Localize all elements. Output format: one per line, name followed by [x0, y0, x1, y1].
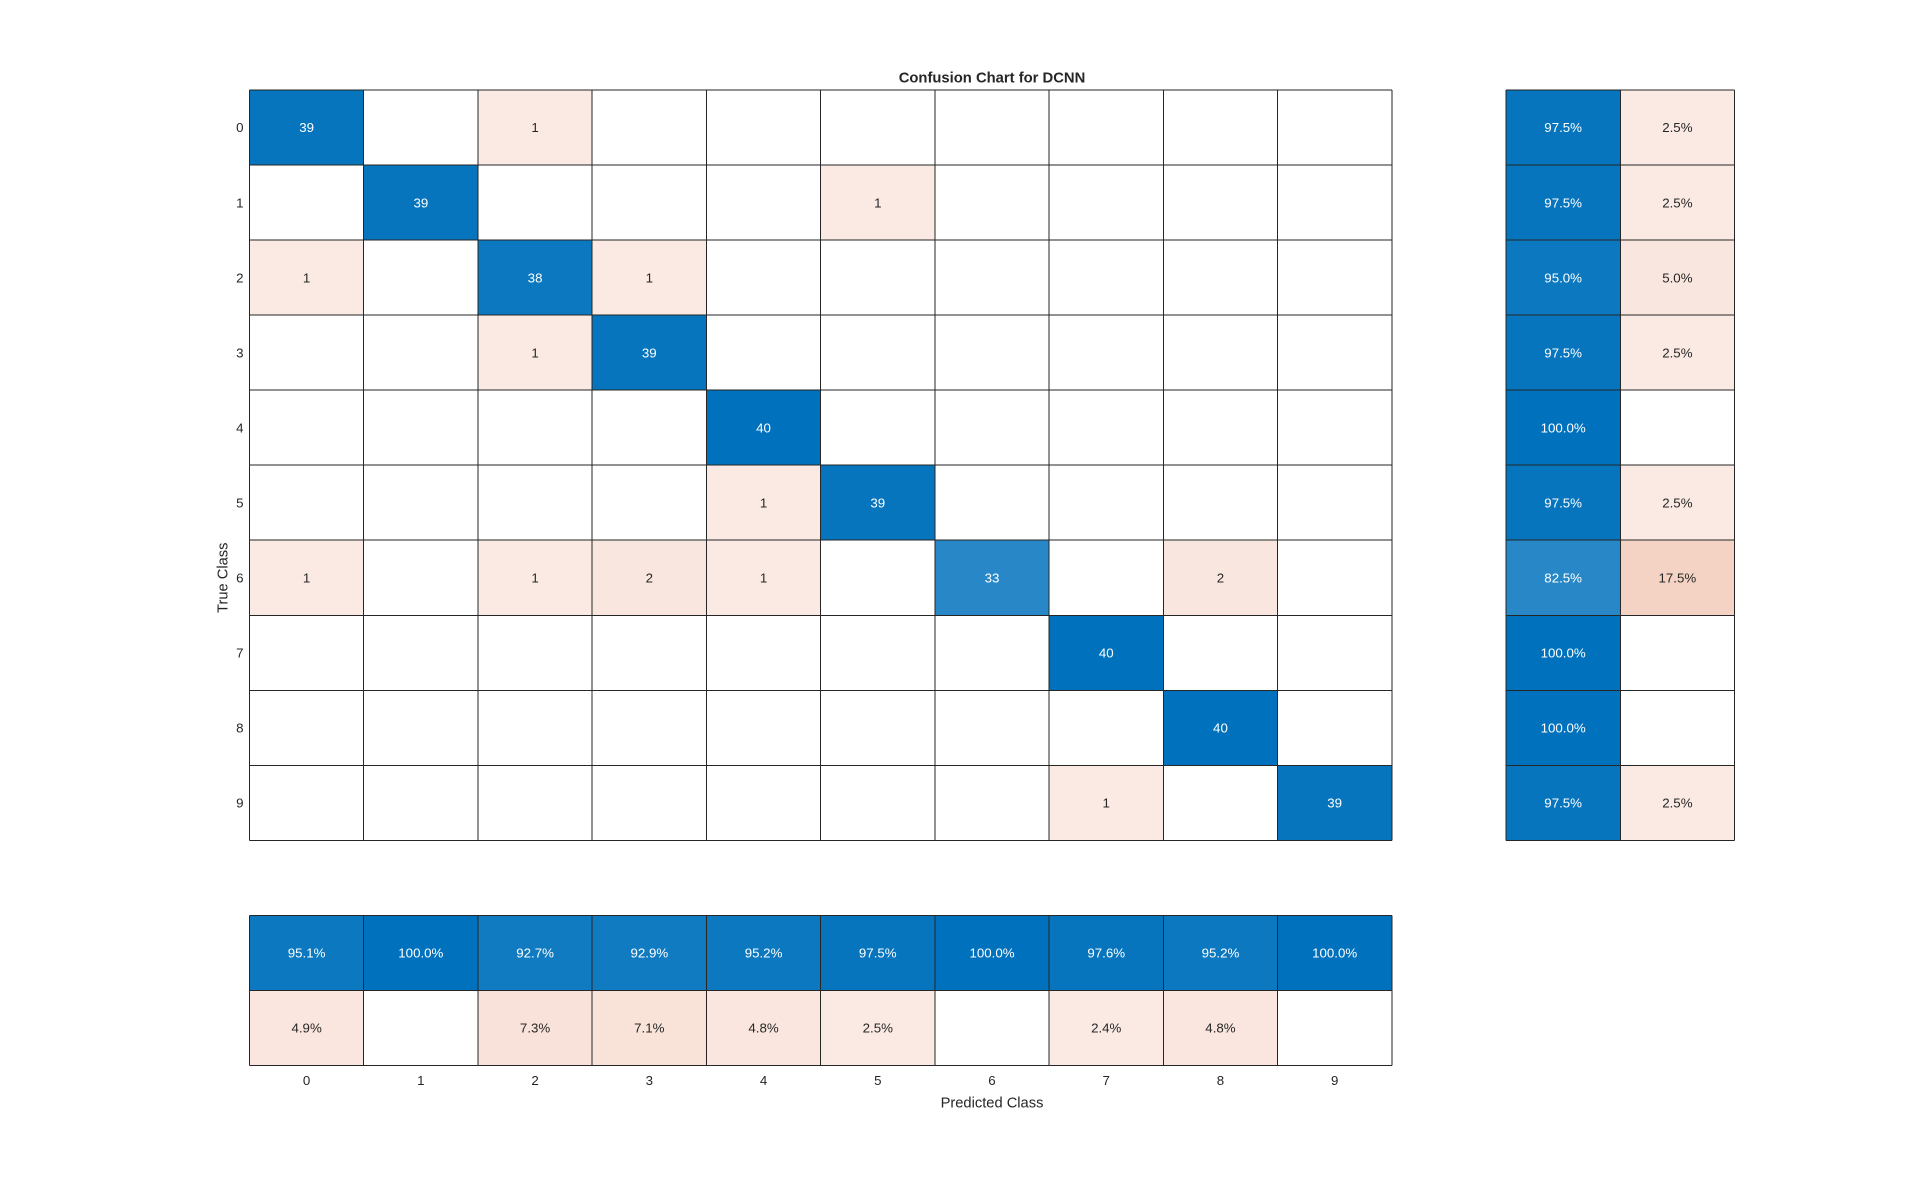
svg-text:92.9%: 92.9% [630, 946, 668, 961]
svg-text:2.5%: 2.5% [863, 1021, 893, 1036]
svg-text:2: 2 [646, 570, 653, 585]
svg-text:100.0%: 100.0% [1541, 420, 1586, 435]
svg-text:5: 5 [236, 495, 243, 510]
svg-text:97.5%: 97.5% [1544, 195, 1582, 210]
svg-text:9: 9 [1331, 1073, 1338, 1088]
svg-text:6: 6 [988, 1073, 995, 1088]
svg-text:Predicted Class: Predicted Class [941, 1096, 1044, 1112]
svg-text:97.5%: 97.5% [1544, 796, 1582, 811]
svg-text:True Class: True Class [216, 543, 232, 613]
svg-text:3: 3 [646, 1073, 653, 1088]
svg-text:1: 1 [760, 495, 767, 510]
svg-text:100.0%: 100.0% [969, 946, 1014, 961]
svg-text:100.0%: 100.0% [1541, 721, 1586, 736]
svg-text:100.0%: 100.0% [1541, 646, 1586, 661]
svg-text:1: 1 [303, 270, 310, 285]
svg-text:100.0%: 100.0% [1312, 946, 1357, 961]
svg-text:2: 2 [236, 270, 243, 285]
svg-text:1: 1 [646, 270, 653, 285]
svg-text:2.5%: 2.5% [1662, 195, 1692, 210]
svg-text:2.5%: 2.5% [1662, 796, 1692, 811]
svg-text:39: 39 [642, 345, 657, 360]
svg-text:92.7%: 92.7% [516, 946, 554, 961]
svg-text:40: 40 [756, 420, 771, 435]
svg-text:4: 4 [236, 420, 243, 435]
svg-text:1: 1 [236, 195, 243, 210]
svg-text:2.5%: 2.5% [1662, 120, 1692, 135]
svg-text:4.9%: 4.9% [291, 1021, 321, 1036]
svg-text:2: 2 [531, 1073, 538, 1088]
svg-text:95.1%: 95.1% [288, 946, 326, 961]
svg-text:9: 9 [236, 796, 243, 811]
svg-text:7.3%: 7.3% [520, 1021, 550, 1036]
svg-text:6: 6 [236, 570, 243, 585]
svg-text:33: 33 [985, 570, 1000, 585]
svg-text:39: 39 [1327, 796, 1342, 811]
svg-text:2: 2 [1217, 570, 1224, 585]
svg-text:1: 1 [1103, 796, 1110, 811]
svg-text:2.5%: 2.5% [1662, 495, 1692, 510]
svg-text:1: 1 [303, 570, 310, 585]
svg-text:39: 39 [413, 195, 428, 210]
svg-text:17.5%: 17.5% [1659, 570, 1697, 585]
svg-text:1: 1 [760, 570, 767, 585]
svg-text:95.0%: 95.0% [1544, 270, 1582, 285]
svg-text:40: 40 [1213, 721, 1228, 736]
svg-text:5.0%: 5.0% [1662, 270, 1692, 285]
svg-text:97.5%: 97.5% [1544, 345, 1582, 360]
svg-text:5: 5 [874, 1073, 881, 1088]
svg-text:1: 1 [531, 570, 538, 585]
svg-text:1: 1 [531, 345, 538, 360]
svg-text:97.5%: 97.5% [1544, 120, 1582, 135]
svg-text:95.2%: 95.2% [745, 946, 783, 961]
svg-text:82.5%: 82.5% [1544, 570, 1582, 585]
svg-text:38: 38 [528, 270, 543, 285]
svg-text:3: 3 [236, 345, 243, 360]
svg-text:1: 1 [417, 1073, 424, 1088]
svg-text:2.5%: 2.5% [1662, 345, 1692, 360]
svg-text:97.5%: 97.5% [1544, 495, 1582, 510]
svg-text:2.4%: 2.4% [1091, 1021, 1121, 1036]
svg-text:97.6%: 97.6% [1087, 946, 1125, 961]
svg-text:8: 8 [236, 721, 243, 736]
svg-text:4.8%: 4.8% [1205, 1021, 1235, 1036]
svg-text:97.5%: 97.5% [859, 946, 897, 961]
svg-text:0: 0 [303, 1073, 310, 1088]
svg-text:7: 7 [1103, 1073, 1110, 1088]
svg-text:7: 7 [236, 646, 243, 661]
svg-text:39: 39 [299, 120, 314, 135]
svg-text:0: 0 [236, 120, 243, 135]
svg-text:4: 4 [760, 1073, 767, 1088]
svg-text:Confusion Chart for DCNN: Confusion Chart for DCNN [899, 70, 1086, 86]
svg-text:1: 1 [874, 195, 881, 210]
svg-text:1: 1 [531, 120, 538, 135]
svg-text:4.8%: 4.8% [748, 1021, 778, 1036]
svg-text:100.0%: 100.0% [398, 946, 443, 961]
svg-text:7.1%: 7.1% [634, 1021, 664, 1036]
svg-text:8: 8 [1217, 1073, 1224, 1088]
svg-text:39: 39 [870, 495, 885, 510]
svg-text:40: 40 [1099, 646, 1114, 661]
svg-text:95.2%: 95.2% [1202, 946, 1240, 961]
